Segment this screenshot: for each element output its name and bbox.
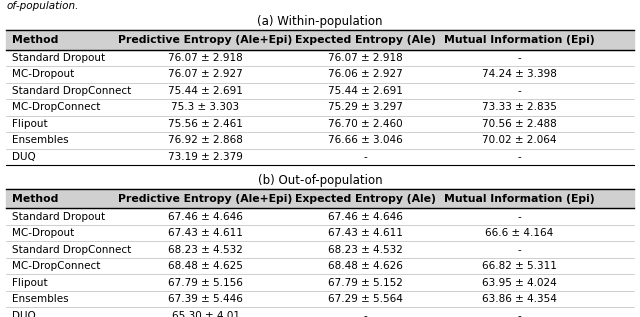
Text: 66.6 ± 4.164: 66.6 ± 4.164: [485, 228, 553, 238]
Text: 70.56 ± 2.488: 70.56 ± 2.488: [482, 119, 557, 129]
Text: 67.79 ± 5.156: 67.79 ± 5.156: [168, 278, 243, 288]
Text: Standard DropConnect: Standard DropConnect: [12, 245, 131, 255]
Text: MC-Dropout: MC-Dropout: [12, 228, 74, 238]
Text: Standard Dropout: Standard Dropout: [12, 212, 105, 222]
Text: 68.23 ± 4.532: 68.23 ± 4.532: [168, 245, 243, 255]
Text: 74.24 ± 3.398: 74.24 ± 3.398: [482, 69, 557, 80]
Text: Method: Method: [12, 35, 58, 45]
Text: 76.07 ± 2.918: 76.07 ± 2.918: [168, 53, 243, 63]
Text: Standard Dropout: Standard Dropout: [12, 53, 105, 63]
Text: DUQ: DUQ: [12, 311, 35, 317]
Text: 76.92 ± 2.868: 76.92 ± 2.868: [168, 135, 243, 146]
Text: 65.30 ± 4.01: 65.30 ± 4.01: [172, 311, 239, 317]
Text: Predictive Entropy (Ale+Epi): Predictive Entropy (Ale+Epi): [118, 194, 292, 204]
Text: -: -: [364, 311, 367, 317]
Text: Expected Entropy (Ale): Expected Entropy (Ale): [295, 35, 436, 45]
Text: 67.43 ± 4.611: 67.43 ± 4.611: [328, 228, 403, 238]
Bar: [6, 189, 634, 208]
Text: (a) Within-population: (a) Within-population: [257, 15, 383, 28]
Text: 68.48 ± 4.625: 68.48 ± 4.625: [168, 261, 243, 271]
Text: -: -: [517, 245, 521, 255]
Text: 75.56 ± 2.461: 75.56 ± 2.461: [168, 119, 243, 129]
Text: 67.46 ± 4.646: 67.46 ± 4.646: [328, 212, 403, 222]
Text: 75.44 ± 2.691: 75.44 ± 2.691: [168, 86, 243, 96]
Text: -: -: [517, 152, 521, 162]
Text: Mutual Information (Epi): Mutual Information (Epi): [444, 194, 595, 204]
Bar: [6, 30, 634, 50]
Text: 73.33 ± 2.835: 73.33 ± 2.835: [482, 102, 557, 113]
Text: Method: Method: [12, 194, 58, 204]
Text: 75.44 ± 2.691: 75.44 ± 2.691: [328, 86, 403, 96]
Text: -: -: [364, 152, 367, 162]
Text: Flipout: Flipout: [12, 278, 47, 288]
Text: (b) Out-of-population: (b) Out-of-population: [258, 174, 382, 187]
Text: 66.82 ± 5.311: 66.82 ± 5.311: [482, 261, 557, 271]
Text: MC-Dropout: MC-Dropout: [12, 69, 74, 80]
Text: Ensembles: Ensembles: [12, 294, 68, 304]
Text: 67.79 ± 5.152: 67.79 ± 5.152: [328, 278, 403, 288]
Text: 63.86 ± 4.354: 63.86 ± 4.354: [482, 294, 557, 304]
Text: 67.46 ± 4.646: 67.46 ± 4.646: [168, 212, 243, 222]
Text: 67.39 ± 5.446: 67.39 ± 5.446: [168, 294, 243, 304]
Text: 67.29 ± 5.564: 67.29 ± 5.564: [328, 294, 403, 304]
Text: 75.29 ± 3.297: 75.29 ± 3.297: [328, 102, 403, 113]
Text: 63.95 ± 4.024: 63.95 ± 4.024: [482, 278, 557, 288]
Text: 67.43 ± 4.611: 67.43 ± 4.611: [168, 228, 243, 238]
Text: Flipout: Flipout: [12, 119, 47, 129]
Text: DUQ: DUQ: [12, 152, 35, 162]
Text: 68.23 ± 4.532: 68.23 ± 4.532: [328, 245, 403, 255]
Text: 76.66 ± 3.046: 76.66 ± 3.046: [328, 135, 403, 146]
Text: 73.19 ± 2.379: 73.19 ± 2.379: [168, 152, 243, 162]
Text: 75.3 ± 3.303: 75.3 ± 3.303: [172, 102, 239, 113]
Text: 76.07 ± 2.927: 76.07 ± 2.927: [168, 69, 243, 80]
Text: -: -: [517, 86, 521, 96]
Text: 76.06 ± 2.927: 76.06 ± 2.927: [328, 69, 403, 80]
Text: 68.48 ± 4.626: 68.48 ± 4.626: [328, 261, 403, 271]
Text: MC-DropConnect: MC-DropConnect: [12, 102, 100, 113]
Text: -: -: [517, 53, 521, 63]
Text: Standard DropConnect: Standard DropConnect: [12, 86, 131, 96]
Text: Predictive Entropy (Ale+Epi): Predictive Entropy (Ale+Epi): [118, 35, 292, 45]
Text: Mutual Information (Epi): Mutual Information (Epi): [444, 35, 595, 45]
Text: -: -: [517, 212, 521, 222]
Text: 70.02 ± 2.064: 70.02 ± 2.064: [482, 135, 556, 146]
Text: 76.07 ± 2.918: 76.07 ± 2.918: [328, 53, 403, 63]
Text: 76.70 ± 2.460: 76.70 ± 2.460: [328, 119, 403, 129]
Text: Expected Entropy (Ale): Expected Entropy (Ale): [295, 194, 436, 204]
Text: MC-DropConnect: MC-DropConnect: [12, 261, 100, 271]
Text: -: -: [517, 311, 521, 317]
Text: of-population.: of-population.: [6, 1, 79, 11]
Text: Ensembles: Ensembles: [12, 135, 68, 146]
